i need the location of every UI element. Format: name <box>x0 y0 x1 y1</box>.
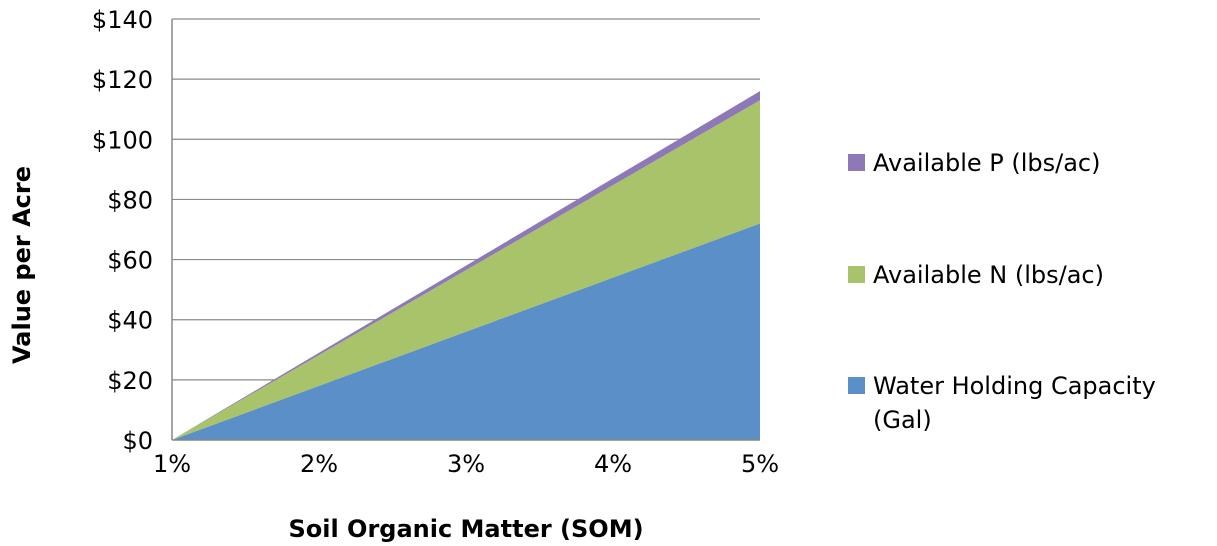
y-tick-label: $40 <box>107 307 153 335</box>
y-tick-label: $120 <box>92 66 153 94</box>
y-tick-label: $100 <box>92 126 153 154</box>
y-axis-title: Value per Acre <box>8 166 36 364</box>
legend-label-water-holding-capacity-gal: Water Holding Capacity (Gal) <box>873 372 1156 434</box>
legend-label-available-n-lbs-ac: Available N (lbs/ac) <box>873 261 1104 289</box>
x-tick-label: 4% <box>594 450 632 478</box>
y-tick-label: $80 <box>107 186 153 214</box>
legend: Available P (lbs/ac) Available N (lbs/ac)… <box>848 149 1156 434</box>
area-available-p-lbs-ac <box>172 91 760 441</box>
chart-areas <box>172 91 760 441</box>
x-tick-label: 2% <box>300 450 338 478</box>
y-tick-label: $60 <box>107 247 153 275</box>
y-axis-ticks: $0 $20 $40 $60 $80 $100 $120 $140 <box>92 6 153 455</box>
gridlines <box>172 18 760 381</box>
legend-label-available-p-lbs-ac: Available P (lbs/ac) <box>873 149 1100 177</box>
x-tick-label: 1% <box>153 450 191 478</box>
legend-swatch-available-n-lbs-ac <box>848 266 865 283</box>
y-tick-label: $0 <box>122 427 153 455</box>
x-axis-title: Soil Organic Matter (SOM) <box>288 515 643 543</box>
x-tick-label: 3% <box>447 450 485 478</box>
y-tick-label: $20 <box>107 367 153 395</box>
x-axis-ticks: 1% 2% 3% 4% 5% <box>153 450 779 478</box>
y-tick-label: $140 <box>92 6 153 34</box>
x-tick-label: 5% <box>741 450 779 478</box>
legend-swatch-available-p-lbs-ac <box>848 154 865 171</box>
legend-swatch-water-holding-capacity-gal <box>848 377 865 394</box>
